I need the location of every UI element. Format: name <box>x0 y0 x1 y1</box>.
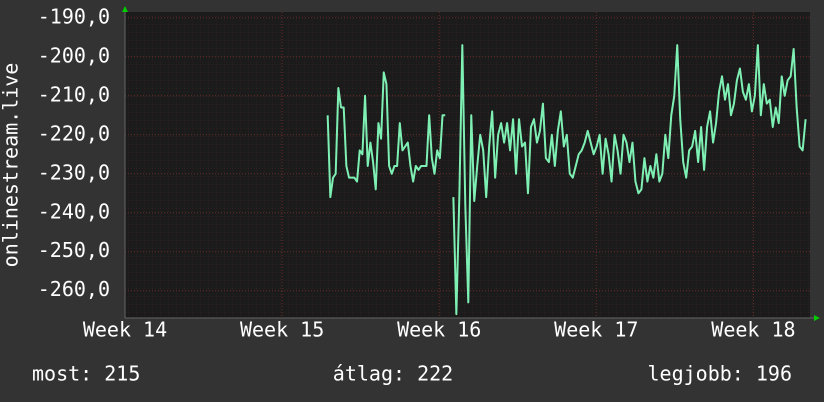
y-tick-label: -260,0 <box>38 277 110 301</box>
x-tick-label: Week 15 <box>240 318 324 342</box>
x-tick-label: Week 14 <box>83 318 167 342</box>
y-tick-label: -200,0 <box>38 43 110 67</box>
y-tick-label: -220,0 <box>38 121 110 145</box>
stat-current: most: 215 <box>32 362 140 386</box>
axis-arrow <box>122 6 128 12</box>
y-tick-label: -240,0 <box>38 199 110 223</box>
stat-average: átlag: 222 <box>333 362 453 386</box>
x-tick-label: Week 16 <box>397 318 481 342</box>
x-tick-label: Week 18 <box>711 318 795 342</box>
y-tick-label: -190,0 <box>38 4 110 28</box>
stat-best: legjobb: 196 <box>648 362 793 386</box>
y-axis-label: onlinestream.live <box>0 63 23 268</box>
axis-arrow <box>814 315 820 321</box>
marks <box>326 44 807 316</box>
y-tick-label: -210,0 <box>38 82 110 106</box>
data-line <box>326 44 807 316</box>
y-tick-label: -250,0 <box>38 238 110 262</box>
x-tick-label: Week 17 <box>554 318 638 342</box>
y-tick-label: -230,0 <box>38 160 110 184</box>
